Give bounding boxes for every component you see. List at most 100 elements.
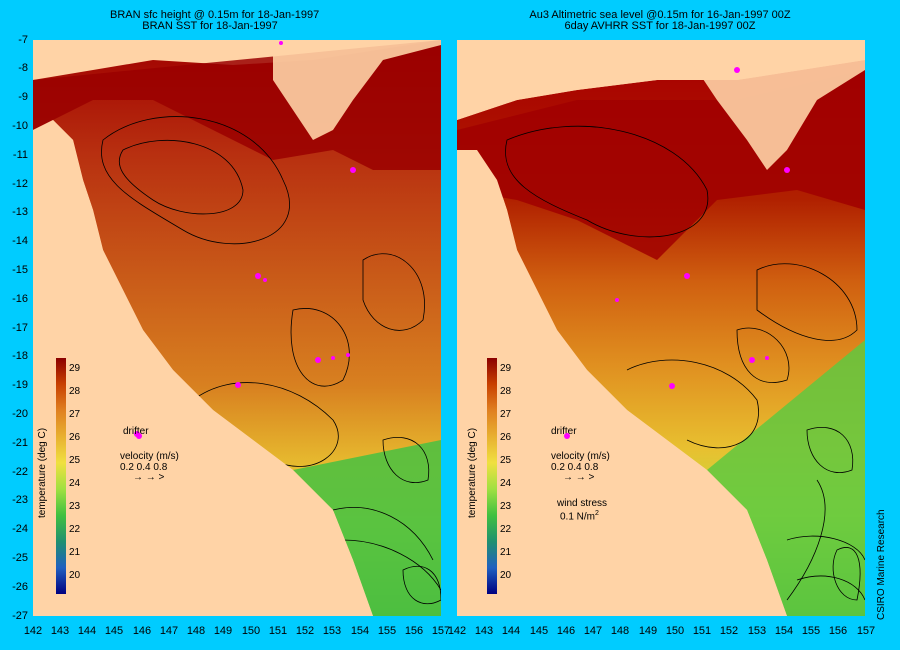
right-title-line-2: 6day AVHRR SST for 18-Jan-1997 00Z [564,20,756,32]
land-australia [33,120,373,616]
wind-stress-value: 0.1 N/m2 [560,510,599,522]
lon-tick: 149 [638,625,658,637]
lat-tick: -23 [12,494,28,506]
lat-tick: -17 [12,322,28,334]
lon-tick: 150 [665,625,685,637]
right-colorbar-title: temperature (deg C) [467,427,478,518]
lon-tick: 149 [213,625,233,637]
lat-tick: -27 [12,610,28,622]
lat-tick: -21 [12,437,28,449]
lon-tick: 144 [501,625,521,637]
lon-tick: 153 [747,625,767,637]
lon-tick: 142 [447,625,467,637]
contour-lines [101,116,441,605]
right-cb-tick: 29 [500,363,512,374]
lon-tick: 157 [431,625,451,637]
left-cb-tick: 22 [69,524,81,535]
wind-stress-value-text: 0.1 N/m [560,511,596,523]
lat-tick: -10 [12,120,28,132]
right-title-line-1: Au3 Altimetric sea level @0.15m for 16-J… [529,9,791,21]
left-title-line-1: BRAN sfc height @ 0.15m for 18-Jan-1997 [110,9,320,21]
lat-tick: -22 [12,466,28,478]
lon-tick: 152 [295,625,315,637]
credit-label: CSIRO Marine Research [876,509,887,620]
lon-tick: 147 [159,625,179,637]
right-sst-map [457,40,865,616]
lat-tick: -9 [18,91,28,103]
right-velocity-scale: 0.2 0.4 0.8 [551,462,599,473]
left-map-panel: temperature (deg C) 29 28 27 26 25 24 23… [33,40,441,616]
left-panel-title: BRAN sfc height @ 0.15m for 18-Jan-1997 … [110,9,320,32]
lat-tick: -26 [12,581,28,593]
left-sst-map [33,40,441,616]
lat-tick: -11 [12,149,28,161]
drifter-legend-marker [136,433,142,439]
lon-tick: 146 [132,625,152,637]
right-drifter-label: drifter [551,426,577,437]
wind-stress-label: wind stress [557,498,608,509]
left-colorbar-title: temperature (deg C) [37,427,48,518]
lon-tick: 156 [828,625,848,637]
land-png [273,40,441,140]
drifter-points [134,41,356,437]
lon-tick: 146 [556,625,576,637]
lon-tick: 144 [77,625,97,637]
right-cb-tick: 25 [500,455,512,466]
lon-tick: 151 [268,625,288,637]
lon-tick: 155 [801,625,821,637]
lat-tick: -7 [18,34,28,46]
lon-tick: 150 [241,625,261,637]
lat-tick: -8 [18,62,28,74]
left-title-line-2: BRAN SST for 18-Jan-1997 [142,20,278,32]
lat-tick: -14 [12,235,28,247]
right-cb-tick: 26 [500,432,512,443]
right-velocity-label: velocity (m/s) [551,451,610,462]
lon-tick: 153 [322,625,342,637]
velocity-arrows-icon: → → > [133,472,165,483]
lat-tick: -19 [12,379,28,391]
right-panel-title: Au3 Altimetric sea level @0.15m for 16-J… [520,10,800,32]
wind-stress-unit-exponent: 2 [595,510,599,517]
lon-tick: 152 [719,625,739,637]
lon-tick: 148 [186,625,206,637]
land-australia [457,150,787,616]
left-cb-tick: 20 [69,570,81,581]
cool-water [293,440,441,616]
lat-tick: -20 [12,408,28,420]
right-colorbar [487,358,497,594]
lon-tick: 154 [774,625,794,637]
lon-tick: 142 [23,625,43,637]
lat-tick: -16 [12,293,28,305]
left-cb-tick: 23 [69,501,81,512]
lon-tick: 145 [104,625,124,637]
velocity-arrows-icon: → → > [563,472,595,483]
right-cb-tick: 27 [500,409,512,420]
left-velocity-label: velocity (m/s) [120,451,179,462]
left-cb-tick: 21 [69,547,81,558]
contour-lines [505,125,865,601]
right-cb-tick: 21 [500,547,512,558]
lon-tick: 155 [377,625,397,637]
lat-tick: -15 [12,264,28,276]
drifter-points [615,67,790,389]
lon-tick: 143 [474,625,494,637]
right-cb-tick: 28 [500,386,512,397]
left-colorbar [56,358,66,594]
lon-tick: 154 [350,625,370,637]
lat-tick: -25 [12,552,28,564]
right-cb-tick: 24 [500,478,512,489]
lon-tick: 143 [50,625,70,637]
right-cb-tick: 23 [500,501,512,512]
drifter-legend-marker [564,433,570,439]
lat-tick: -12 [12,178,28,190]
right-cb-tick: 22 [500,524,512,535]
left-drifter-label: drifter [123,426,149,437]
left-cb-tick: 29 [69,363,81,374]
left-cb-tick: 24 [69,478,81,489]
left-cb-tick: 25 [69,455,81,466]
left-cb-tick: 26 [69,432,81,443]
lon-tick: 147 [583,625,603,637]
lat-tick: -13 [12,206,28,218]
land-png-east [677,40,865,170]
lat-tick: -18 [12,350,28,362]
